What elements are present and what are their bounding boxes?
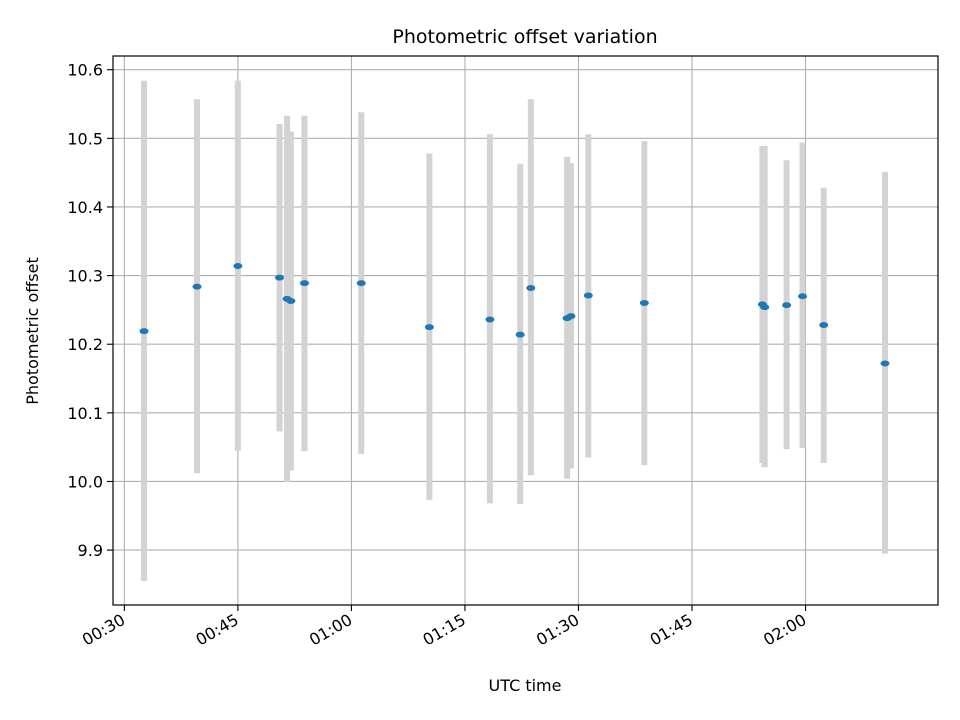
y-tick-label: 10.5 [67, 129, 103, 148]
data-point [798, 293, 808, 300]
data-point [275, 274, 285, 281]
data-point [515, 331, 525, 338]
data-point [356, 280, 366, 287]
chart-title: Photometric offset variation [392, 26, 657, 48]
y-tick-label: 10.3 [67, 267, 103, 286]
data-points [139, 262, 890, 367]
data-point [526, 284, 536, 291]
y-axis-label: Photometric offset [23, 257, 42, 405]
plot-frame [112, 55, 939, 606]
y-tick-label: 10.6 [67, 61, 103, 80]
y-tick-label: 10.1 [67, 404, 103, 423]
data-point [819, 322, 829, 329]
data-point [139, 328, 149, 335]
data-point [782, 302, 792, 309]
y-axis-ticks: 9.9 10.0 10.1 10.2 10.3 10.4 10.5 10.6 [67, 61, 113, 560]
data-point [583, 292, 593, 299]
data-point [485, 316, 495, 323]
y-tick-label: 10.2 [67, 335, 103, 354]
y-tick-label: 10.0 [67, 472, 103, 491]
data-point [192, 283, 202, 290]
data-point [424, 324, 434, 331]
data-point [880, 360, 890, 367]
y-tick-label: 10.4 [67, 198, 103, 217]
data-point [639, 300, 649, 307]
data-point [760, 304, 770, 311]
data-point [299, 280, 309, 287]
x-axis-label: UTC time [489, 676, 562, 695]
data-point [286, 297, 296, 304]
data-point [233, 262, 243, 269]
y-tick-label: 9.9 [78, 541, 103, 560]
data-point [566, 313, 576, 320]
